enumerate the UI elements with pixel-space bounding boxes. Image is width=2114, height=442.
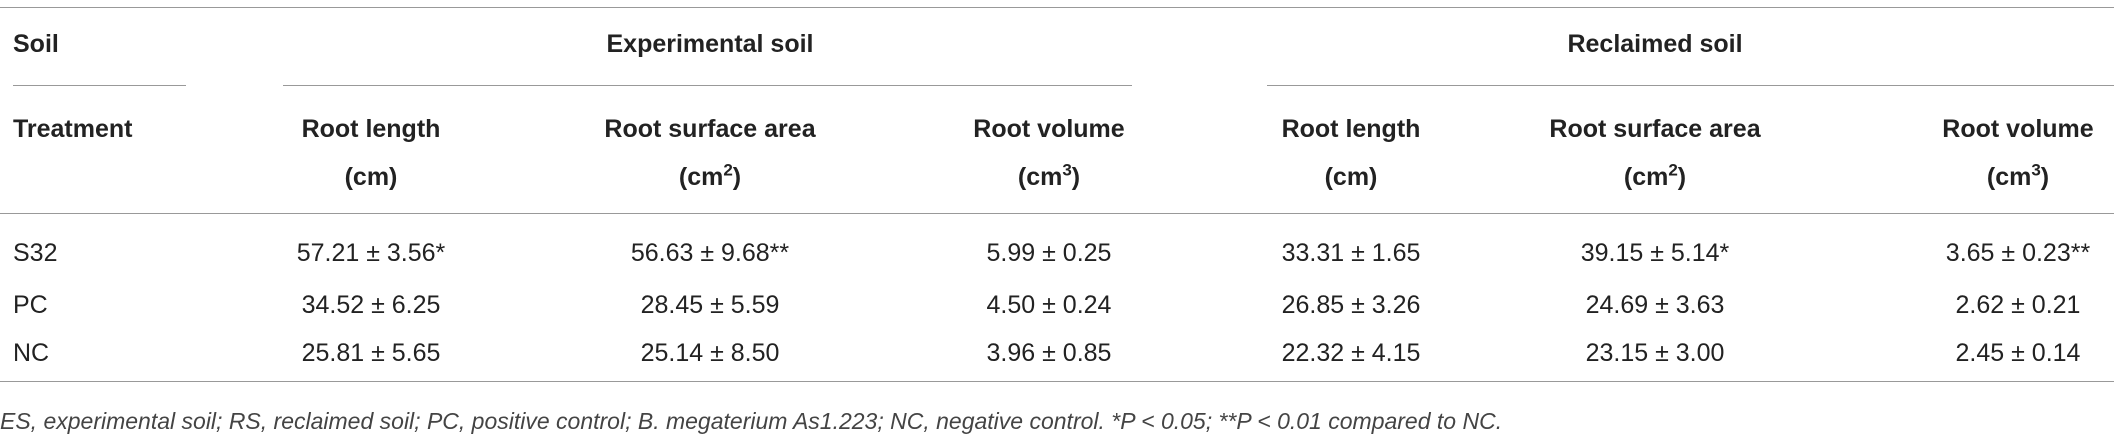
table-cell: 5.99 ± 0.25 — [986, 239, 1112, 267]
unit-part: (cm — [1623, 163, 1669, 191]
unit-part: ) — [732, 163, 742, 191]
table-cell: 2.62 ± 0.21 — [1955, 291, 2081, 319]
column-header: Root surface area — [1549, 115, 1761, 143]
row-label: NC — [13, 339, 50, 367]
unit-part: 2 — [723, 160, 733, 180]
column-unit: (cm2) — [1624, 162, 1686, 192]
rule — [0, 7, 2114, 8]
unit-part: ) — [2040, 163, 2050, 191]
table-cell: 28.45 ± 5.59 — [640, 291, 780, 319]
column-unit: (cm) — [1325, 162, 1378, 192]
row-label: PC — [13, 291, 48, 319]
row-label: S32 — [13, 239, 58, 267]
column-unit: (cm3) — [1987, 162, 2049, 192]
footnote: ES, experimental soil; RS, reclaimed soi… — [0, 408, 1503, 434]
table-cell: 3.96 ± 0.85 — [986, 339, 1112, 367]
unit-part: (cm — [1986, 163, 2032, 191]
unit-part: (cm) — [344, 163, 398, 191]
column-unit: (cm2) — [679, 162, 741, 192]
table-cell: 33.31 ± 1.65 — [1281, 239, 1421, 267]
table-cell: 2.45 ± 0.14 — [1955, 339, 2081, 367]
column-unit: (cm3) — [1018, 162, 1080, 192]
rule — [1267, 85, 2114, 86]
column-header: Root length — [1281, 115, 1421, 143]
table-cell: 56.63 ± 9.68** — [630, 239, 790, 267]
column-header: Root volume — [1942, 115, 2094, 143]
header-cell: Treatment — [13, 115, 133, 143]
rule — [0, 381, 2114, 382]
table-cell: 25.81 ± 5.65 — [301, 339, 441, 367]
group-header: Experimental soil — [606, 30, 814, 58]
unit-part: 3 — [1062, 160, 1072, 180]
unit-part: (cm — [1017, 163, 1063, 191]
rule — [283, 85, 1132, 86]
table-cell: 4.50 ± 0.24 — [986, 291, 1112, 319]
unit-part: (cm) — [1324, 163, 1378, 191]
header-cell: Soil — [13, 30, 59, 58]
column-unit: (cm) — [345, 162, 398, 192]
table-cell: 22.32 ± 4.15 — [1281, 339, 1421, 367]
table-cell: 34.52 ± 6.25 — [301, 291, 441, 319]
table-cell: 57.21 ± 3.56* — [296, 239, 446, 267]
rule — [0, 213, 2114, 214]
group-header: Reclaimed soil — [1567, 30, 1743, 58]
table-cell: 3.65 ± 0.23** — [1945, 239, 2091, 267]
rule — [13, 85, 186, 86]
table-cell: 26.85 ± 3.26 — [1281, 291, 1421, 319]
column-header: Root length — [301, 115, 441, 143]
unit-part: 3 — [2031, 160, 2041, 180]
column-header: Root surface area — [604, 115, 816, 143]
unit-part: ) — [1677, 163, 1687, 191]
unit-part: (cm — [678, 163, 724, 191]
column-header: Root volume — [973, 115, 1125, 143]
table-cell: 39.15 ± 5.14* — [1580, 239, 1730, 267]
unit-part: ) — [1071, 163, 1081, 191]
table-cell: 24.69 ± 3.63 — [1585, 291, 1725, 319]
table-cell: 25.14 ± 8.50 — [640, 339, 780, 367]
table-cell: 23.15 ± 3.00 — [1585, 339, 1725, 367]
unit-part: 2 — [1668, 160, 1678, 180]
